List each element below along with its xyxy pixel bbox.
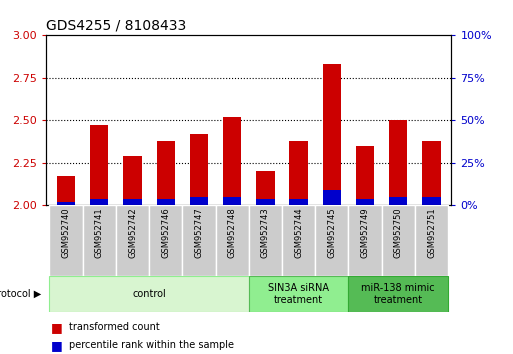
Bar — [149, 205, 182, 276]
Bar — [389, 120, 407, 205]
Bar — [90, 125, 108, 205]
Bar — [422, 197, 441, 205]
Text: GSM952748: GSM952748 — [228, 207, 236, 258]
Bar — [57, 202, 75, 205]
Text: GSM952743: GSM952743 — [261, 207, 270, 258]
Text: GSM952747: GSM952747 — [194, 207, 204, 258]
Text: GDS4255 / 8108433: GDS4255 / 8108433 — [46, 19, 186, 33]
Bar — [315, 205, 348, 276]
Text: control: control — [132, 289, 166, 299]
Bar — [124, 156, 142, 205]
Bar — [282, 205, 315, 276]
Bar — [49, 205, 83, 276]
Bar — [182, 205, 215, 276]
Bar — [249, 205, 282, 276]
Bar — [382, 205, 415, 276]
Bar — [323, 64, 341, 205]
Bar — [215, 205, 249, 276]
Text: GSM952745: GSM952745 — [327, 207, 337, 258]
Bar — [223, 117, 241, 205]
Bar — [422, 141, 441, 205]
Text: transformed count: transformed count — [69, 322, 160, 332]
Text: GSM952750: GSM952750 — [394, 207, 403, 258]
Bar — [190, 134, 208, 205]
Bar — [323, 190, 341, 205]
Text: GSM952740: GSM952740 — [62, 207, 71, 258]
Bar — [190, 197, 208, 205]
Bar — [156, 141, 175, 205]
Bar — [389, 197, 407, 205]
Bar — [348, 276, 448, 312]
Bar — [156, 199, 175, 205]
Text: protocol ▶: protocol ▶ — [0, 289, 41, 299]
Text: ■: ■ — [51, 339, 63, 352]
Bar — [49, 276, 249, 312]
Bar — [256, 171, 274, 205]
Text: ■: ■ — [51, 321, 63, 334]
Bar — [356, 199, 374, 205]
Text: percentile rank within the sample: percentile rank within the sample — [69, 340, 234, 350]
Text: GSM952742: GSM952742 — [128, 207, 137, 258]
Bar — [348, 205, 382, 276]
Bar — [249, 276, 348, 312]
Text: GSM952744: GSM952744 — [294, 207, 303, 258]
Bar — [124, 199, 142, 205]
Bar — [256, 199, 274, 205]
Text: miR-138 mimic
treatment: miR-138 mimic treatment — [362, 282, 435, 305]
Bar — [415, 205, 448, 276]
Bar — [83, 205, 116, 276]
Bar — [289, 199, 308, 205]
Bar — [223, 197, 241, 205]
Bar — [57, 176, 75, 205]
Bar — [116, 205, 149, 276]
Text: SIN3A siRNA
treatment: SIN3A siRNA treatment — [268, 282, 329, 305]
Text: GSM952746: GSM952746 — [161, 207, 170, 258]
Bar — [289, 141, 308, 205]
Bar — [90, 199, 108, 205]
Bar — [356, 146, 374, 205]
Text: GSM952749: GSM952749 — [361, 207, 369, 258]
Text: GSM952751: GSM952751 — [427, 207, 436, 258]
Text: GSM952741: GSM952741 — [95, 207, 104, 258]
